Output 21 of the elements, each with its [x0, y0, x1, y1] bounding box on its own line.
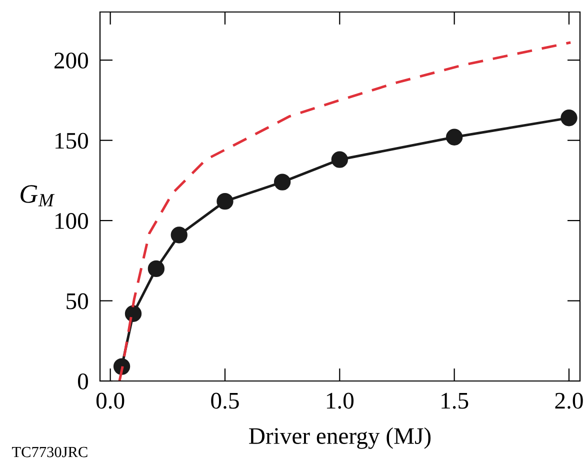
y-axis-title: G$_{M}$ [20, 185, 55, 206]
point [331, 151, 348, 168]
point [170, 226, 188, 244]
x-tick-label: 1.5 [442, 392, 468, 409]
y-tick-label: 0 [78, 373, 88, 390]
point [124, 305, 142, 322]
x-axis-title: Driver energy (MJ) [249, 427, 431, 449]
point [446, 128, 463, 146]
y-tick-label: 100 [56, 213, 88, 229]
y-tick-label: 200 [54, 52, 88, 69]
text: TC7730JRC [12, 446, 88, 458]
x-tick-label: 2.0 [555, 392, 583, 409]
point [274, 174, 291, 190]
x-tick-label: 0.5 [211, 392, 239, 409]
point [560, 110, 578, 126]
x-tick-label: 1.0 [326, 392, 354, 409]
y-tick-label: 150 [56, 132, 88, 149]
y-tick-label: 50 [66, 293, 88, 310]
point [148, 260, 165, 278]
point [216, 192, 234, 210]
x-tick-label: 0.0 [96, 392, 124, 409]
